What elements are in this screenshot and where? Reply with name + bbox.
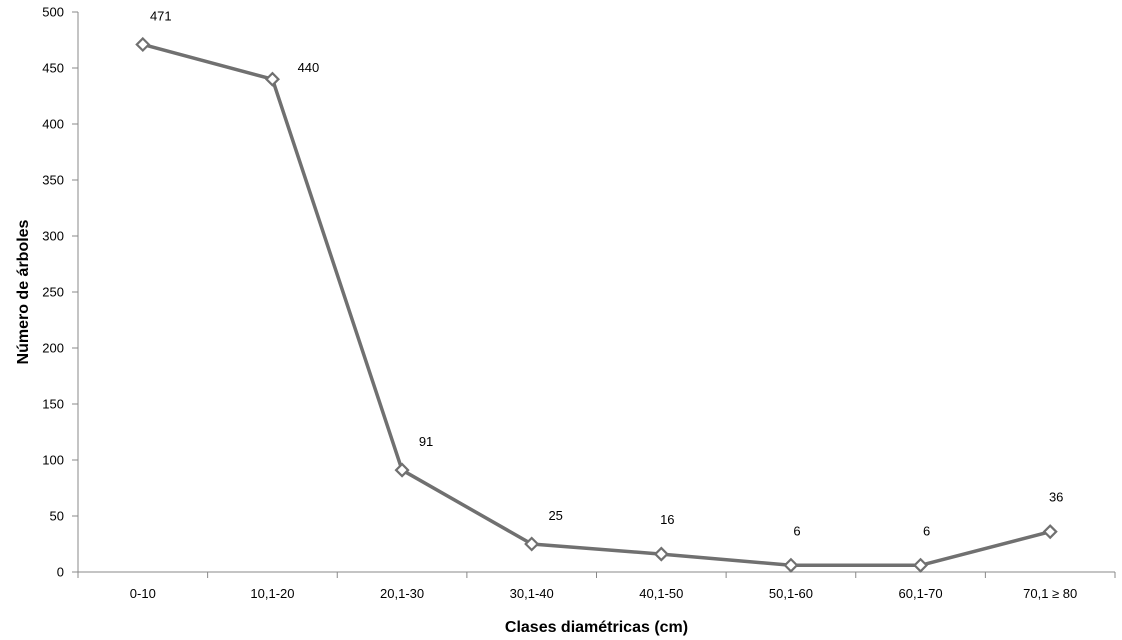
x-tick-label: 60,1-70 [899,586,943,601]
data-point-marker [524,536,540,552]
data-point-marker [913,557,929,573]
data-label: 440 [298,60,320,75]
y-tick-label: 400 [42,117,64,132]
x-tick-label: 50,1-60 [769,586,813,601]
data-point-marker [653,546,669,562]
y-tick-label: 0 [57,565,64,580]
data-labels: 471 440 91 25 16 6 6 36 [150,8,1063,538]
data-label: 16 [660,512,674,527]
x-tick-label: 40,1-50 [639,586,683,601]
x-tick-label: 70,1 ≥ 80 [1023,586,1077,601]
y-tick-label: 200 [42,341,64,356]
y-tick-label: 250 [42,285,64,300]
data-point-marker [1042,524,1058,540]
y-tick-label: 100 [42,453,64,468]
axes [77,12,1115,573]
data-label: 91 [419,434,433,449]
y-tick-label: 450 [42,61,64,76]
x-axis-title: Clases diamétricas (cm) [505,619,688,636]
data-label: 6 [923,523,930,538]
y-tick-label: 300 [42,229,64,244]
data-point-marker [783,557,799,573]
data-label: 36 [1049,490,1063,505]
data-point-marker [264,71,280,87]
data-label: 25 [548,508,562,523]
data-label: 471 [150,8,172,23]
x-tick-label: 30,1-40 [510,586,554,601]
data-point-marker [135,36,151,53]
series-line [142,42,1051,568]
y-tick-label: 500 [42,5,64,20]
x-tick-label: 20,1-30 [380,586,424,601]
data-markers [135,36,1058,573]
data-point-marker [394,462,410,478]
x-tick-label: 10,1-20 [250,586,294,601]
x-axis-ticks: 0-10 10,1-20 20,1-30 30,1-40 40,1-50 50,1-60 6… [77,572,1116,601]
y-axis-ticks: 0 50 100 150 200 250 300 350 400 450 500 [42,5,78,580]
y-tick-label: 50 [50,509,64,524]
y-tick-label: 150 [42,397,64,412]
y-axis-title: Número de árboles [15,219,32,364]
x-tick-label: 0-10 [130,586,156,601]
data-label: 6 [793,523,800,538]
y-tick-label: 350 [42,173,64,188]
